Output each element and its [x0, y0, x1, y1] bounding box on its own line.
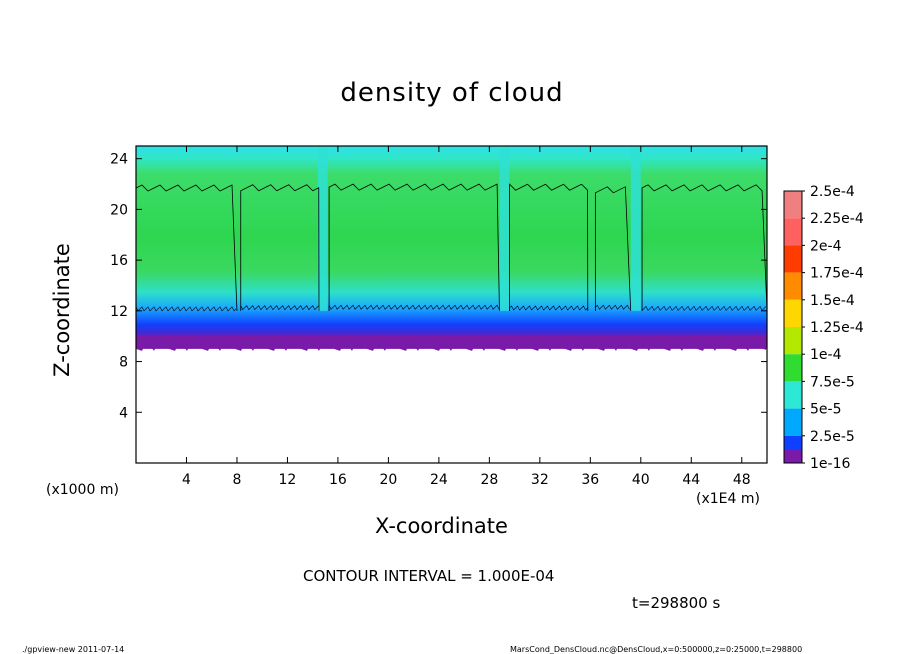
colorbar-label: 2.25e-4 [810, 211, 864, 227]
contour-line [509, 305, 588, 311]
colorbar-segment [784, 449, 802, 463]
colorbar-segment [784, 354, 802, 382]
x-tick-label: 12 [279, 472, 297, 488]
colorbar-label: 2e-4 [810, 238, 842, 254]
colorbar-label: 1.75e-4 [810, 266, 864, 282]
contour-line [135, 306, 237, 312]
x-tick-label: 36 [581, 472, 599, 488]
y-tick-label: 8 [119, 355, 128, 371]
x-tick-label: 8 [232, 472, 241, 488]
x-tick-label: 20 [379, 472, 397, 488]
clear-column [499, 146, 510, 311]
colorbar: 2.5e-4 2.25e-4 2e-4 1.75e-4 1.5e-4 1.25e-4 1e-… [783, 184, 864, 472]
cloud-layer [136, 146, 767, 349]
colorbar-label: 1e-16 [810, 456, 850, 472]
contour-line [509, 183, 589, 311]
x-tick-label: 32 [531, 472, 549, 488]
contour-line [328, 183, 500, 311]
y-tick-label: 24 [110, 152, 128, 168]
footer-right: MarsCond_DensCloud.nc@DensCloud,x=0:5000… [510, 645, 803, 654]
footer-left: ./gpview-new 2011-07-14 [22, 645, 125, 654]
x-tick-label: 28 [480, 472, 498, 488]
colorbar-label: 1.25e-4 [810, 320, 864, 336]
colorbar-segment [784, 245, 802, 273]
contour-line [240, 184, 320, 311]
y-tick-label: 4 [119, 405, 128, 421]
colorbar-segment [784, 408, 802, 436]
clear-column [317, 146, 328, 311]
chart-title: density of cloud [340, 78, 564, 108]
contour-interval: CONTOUR INTERVAL = 1.000E-04 [303, 567, 555, 585]
x-tick-label: 24 [430, 472, 448, 488]
x-tick-label: 40 [632, 472, 650, 488]
x-tick-label: 48 [733, 472, 751, 488]
contour-lines [135, 183, 768, 312]
cloud-base [136, 334, 767, 351]
y-tick-label: 16 [110, 253, 128, 269]
colorbar-segment [784, 191, 802, 219]
contour-line [641, 184, 768, 311]
contour-line [595, 304, 630, 311]
colorbar-segment [784, 327, 802, 355]
colorbar-segment [784, 299, 802, 327]
time-label: t=298800 s [632, 594, 721, 612]
y-axis: 4 8 12 16 20 24 [110, 152, 767, 421]
clear-column [630, 146, 641, 311]
x-tick-label: 4 [182, 472, 191, 488]
contour-line [135, 184, 238, 311]
colorbar-label: 2.5e-5 [810, 429, 855, 445]
x-axis-label: X-coordinate [375, 514, 508, 538]
x-scale-label: (x1E4 m) [696, 491, 760, 507]
density-field [136, 146, 767, 351]
colorbar-label: 7.5e-5 [810, 374, 855, 390]
colorbar-label: 1.5e-4 [810, 293, 855, 309]
contour-line [328, 304, 500, 311]
contour-line [240, 305, 319, 311]
colorbar-label: 5e-5 [810, 402, 841, 418]
contour-line [641, 305, 767, 311]
contour-line [594, 186, 632, 311]
y-tick-label: 20 [110, 202, 128, 218]
x-tick-label: 44 [682, 472, 700, 488]
colorbar-label: 2.5e-4 [810, 184, 855, 200]
x-unit-label: (x1000 m) [46, 482, 119, 498]
colorbar-segment [784, 218, 802, 246]
colorbar-segment [784, 381, 802, 409]
colorbar-segment [784, 272, 802, 300]
plot-frame [135, 145, 768, 464]
colorbar-label: 1e-4 [810, 347, 842, 363]
y-tick-label: 12 [110, 304, 128, 320]
x-axis: 4 8 12 16 20 24 28 32 36 40 44 48 [182, 146, 751, 488]
x-tick-label: 16 [329, 472, 347, 488]
